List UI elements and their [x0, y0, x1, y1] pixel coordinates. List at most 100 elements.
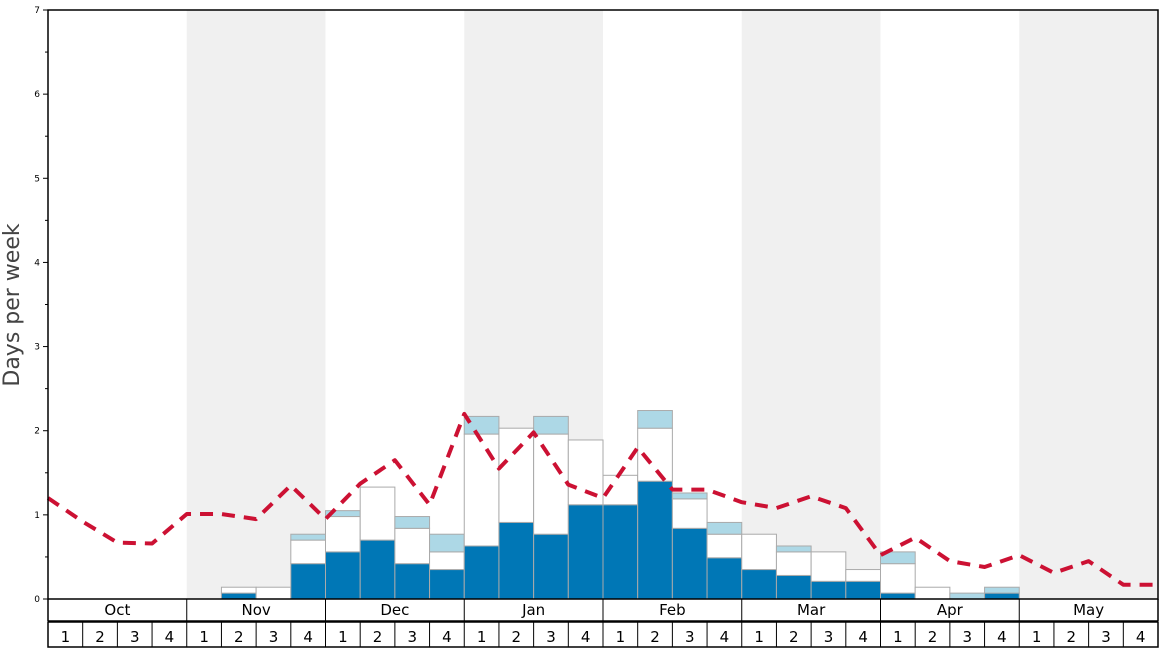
bar-white-week-10: [359, 486, 396, 541]
week-label-27: 3: [962, 628, 972, 646]
bar-light-week-22: [775, 545, 812, 553]
week-axis: 1 2 3 4 1 2 3 4 1 2 3 4 1 2 3 4 1 2 3 4 1 2 3 4 1 2 3 4 1 2 3 4: [61, 622, 1145, 647]
month-shade-nov: [186, 10, 326, 599]
bar-dark-week-24: [845, 580, 881, 600]
bar-dark-week-22: [775, 574, 812, 600]
month-label-dec: Dec: [380, 601, 409, 619]
month-label-jan: Jan: [521, 601, 545, 619]
week-label-12: 4: [442, 628, 452, 646]
month-shade-may: [1019, 10, 1158, 599]
bar-white-week-22: [775, 551, 812, 576]
ytick-label-0: 0: [34, 595, 40, 605]
bar-light-week-13: [463, 415, 500, 435]
bar-white-week-6: [220, 586, 257, 594]
week-label-6: 2: [234, 628, 244, 646]
week-label-10: 2: [373, 628, 383, 646]
bar-white-week-19: [671, 498, 708, 529]
week-label-1: 1: [61, 628, 71, 646]
week-label-19: 3: [685, 628, 695, 646]
bar-white-week-9: [325, 516, 361, 553]
bar-dark-week-10: [359, 539, 396, 600]
ytick-label-3: 3: [34, 343, 40, 353]
bar-dark-week-12: [429, 569, 465, 600]
month-label-oct: Oct: [104, 601, 130, 619]
ytick-label-4: 4: [34, 258, 40, 268]
bar-dark-week-6: [220, 592, 257, 600]
week-label-20: 4: [720, 628, 730, 646]
month-axis: Oct Nov Dec Jan Feb Mar Apr May: [104, 599, 1104, 621]
bar-light-week-20: [706, 521, 743, 535]
week-label-4: 4: [165, 628, 175, 646]
bar-light-week-27: [949, 592, 986, 600]
ytick-label-2: 2: [34, 427, 40, 437]
week-label-18: 2: [650, 628, 660, 646]
ytick-label-1: 1: [34, 511, 40, 521]
bar-white-week-21: [741, 533, 777, 571]
week-label-30: 2: [1067, 628, 1077, 646]
bar-dark-week-13: [463, 545, 500, 600]
bar-white-week-24: [845, 569, 881, 582]
average-line-layer: [46, 411, 1158, 587]
week-label-5: 1: [199, 628, 209, 646]
week-label-26: 2: [928, 628, 938, 646]
bar-dark-week-18: [637, 480, 673, 600]
bar-white-week-16: [567, 439, 604, 506]
week-label-22: 2: [789, 628, 799, 646]
bar-white-week-26: [914, 586, 951, 600]
week-label-16: 4: [581, 628, 591, 646]
bar-white-week-13: [463, 433, 500, 547]
month-shading: [186, 10, 1158, 599]
week-label-31: 3: [1101, 628, 1111, 646]
bar-dark-week-28: [984, 592, 1020, 600]
week-label-3: 3: [130, 628, 140, 646]
bar-white-week-25: [880, 563, 916, 594]
ytick-label-7: 7: [34, 6, 40, 16]
week-label-13: 1: [477, 628, 487, 646]
week-label-7: 3: [269, 628, 279, 646]
y-axis-label: Days per week: [0, 223, 25, 386]
ytick-label-6: 6: [34, 90, 40, 100]
bar-light-week-28: [984, 586, 1020, 594]
week-label-15: 3: [546, 628, 556, 646]
bar-dark-week-14: [498, 521, 535, 600]
average-line: [46, 411, 1158, 587]
bar-dark-week-23: [810, 580, 847, 600]
bar-light-week-12: [429, 533, 465, 553]
bar-dark-week-15: [533, 533, 569, 600]
month-label-may: May: [1073, 601, 1104, 619]
bar-light-week-11: [394, 516, 431, 529]
bar-dark-week-9: [325, 551, 361, 600]
bar-dark-week-11: [394, 563, 431, 600]
bar-dark-week-25: [880, 592, 916, 600]
week-label-11: 3: [407, 628, 417, 646]
week-label-24: 4: [858, 628, 868, 646]
bar-white-week-11: [394, 527, 431, 565]
bar-white-week-20: [706, 533, 743, 559]
bar-stacks: [220, 410, 1020, 600]
week-label-2: 2: [95, 628, 105, 646]
week-label-25: 1: [893, 628, 903, 646]
bar-white-week-8: [290, 539, 326, 565]
week-label-8: 4: [303, 628, 313, 646]
week-label-14: 2: [512, 628, 522, 646]
bar-light-week-18: [637, 410, 673, 429]
week-label-23: 3: [824, 628, 834, 646]
week-label-9: 1: [338, 628, 348, 646]
y-axis-ticks: 0 1 2 3 4 5 6 7: [34, 6, 48, 605]
bar-white-week-23: [810, 551, 847, 582]
bar-dark-week-17: [602, 504, 639, 600]
week-label-29: 1: [1032, 628, 1042, 646]
month-label-mar: Mar: [797, 601, 826, 619]
week-label-28: 4: [997, 628, 1007, 646]
bar-dark-week-8: [290, 563, 326, 600]
bar-dark-week-19: [671, 527, 708, 600]
bar-white-week-14: [498, 427, 535, 523]
week-label-21: 1: [754, 628, 764, 646]
ytick-label-5: 5: [34, 174, 40, 184]
bar-light-week-15: [533, 415, 569, 435]
bar-white-week-12: [429, 551, 465, 571]
bar-dark-week-16: [567, 504, 604, 600]
bar-dark-week-21: [741, 569, 777, 600]
bar-white-week-15: [533, 433, 569, 535]
